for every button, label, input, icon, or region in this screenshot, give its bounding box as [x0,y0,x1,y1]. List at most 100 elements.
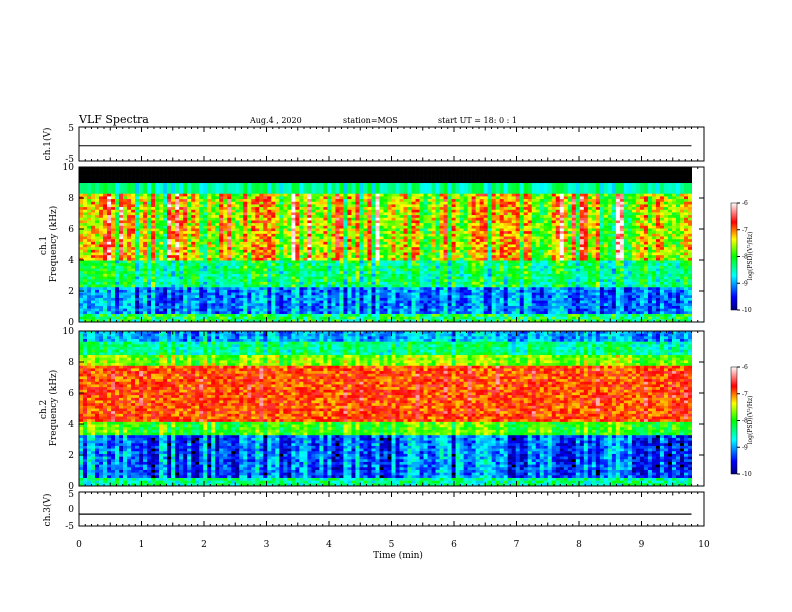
spectrogram-cell [339,305,344,309]
spectrogram-cell [187,201,192,205]
spectrogram-cell [259,223,264,227]
spectrogram-cell [399,185,404,189]
spectrogram-cell [87,303,92,307]
spectrogram-cell [83,276,88,280]
spectrogram-cell [171,305,176,309]
spectrogram-cell [387,247,392,251]
spectrogram-cell [167,252,172,256]
spectrogram-cell [143,236,148,240]
spectrogram-cell [415,231,420,235]
spectrogram-cell [295,244,300,248]
spectrogram-cell [151,191,156,195]
spectrogram-cell [339,177,344,181]
spectrogram-cell [95,292,100,296]
spectrogram-cell [203,263,208,267]
spectrogram-cell [395,273,400,277]
spectrogram-cell [279,284,284,288]
spectrogram-cell [379,220,384,224]
spectrogram-cell [323,209,328,213]
spectrogram-cell [83,249,88,253]
spectrogram-cell [351,236,356,240]
spectrogram-cell [299,183,304,186]
spectrogram-cell [351,209,356,213]
spectrogram-cell [239,271,244,275]
spectrogram-cell [119,284,124,288]
spectrogram-cell [103,273,108,277]
spectrogram-cell [131,313,136,317]
spectrogram-cell [199,300,204,304]
spectrogram-cell [227,311,232,315]
spectrogram-cell [327,257,332,261]
spectrogram-cell [263,247,268,251]
spectrogram-cell [331,263,336,267]
spectrogram-cell [391,276,396,280]
spectrogram-cell [291,244,296,248]
spectrogram-cell [319,319,324,323]
spectrogram-cell [187,209,192,213]
spectrogram-cell [343,281,348,285]
spectrogram-cell [411,204,416,208]
spectrogram-cell [323,244,328,248]
spectrogram-cell [159,207,164,211]
spectrogram-cell [167,300,172,304]
spectrogram-cell [239,265,244,269]
spectrogram-cell [371,180,376,184]
spectrogram-cell [363,289,368,293]
spectrogram-cell [375,319,380,323]
spectrogram-cell [395,308,400,312]
spectrogram-cell [407,297,412,301]
spectrogram-cell [223,220,228,224]
spectrogram-cell [419,287,424,291]
spectrogram-cell [379,281,384,285]
spectrogram-cell [175,233,180,237]
spectrogram-cell [311,295,316,299]
spectrogram-cell [255,241,260,245]
spectrogram-cell [339,268,344,272]
spectrogram-cell [203,193,208,197]
spectrogram-cell [251,169,256,173]
spectrogram-cell [167,225,172,229]
spectrogram-cell [215,185,220,189]
spectrogram-cell [327,241,332,245]
spectrogram-cell [255,201,260,205]
spectrogram-cell [167,257,172,261]
spectrogram-cell [271,169,276,173]
spectrogram-cell [135,204,140,208]
spectrogram-cell [231,252,236,256]
spectrogram-cell [195,183,200,186]
spectrogram-cell [291,233,296,237]
spectrogram-cell [135,191,140,195]
spectrogram-cell [119,177,124,181]
spectrogram-cell [127,193,132,197]
spectrogram-cell [83,196,88,200]
spectrogram-cell [387,255,392,259]
spectrogram-cell [315,185,320,189]
spectrogram-cell [259,241,264,245]
spectrogram-cell [363,209,368,213]
spectrogram-cell [327,196,332,200]
spectrogram-cell [359,265,364,269]
spectrogram-cell [343,199,348,203]
spectrogram-cell [87,220,92,224]
spectrogram-cell [319,268,324,272]
spectrogram-cell [387,169,392,173]
ch1-spectrogram-image [79,167,704,323]
spectrogram-cell [355,204,360,208]
spectrogram-cell [227,183,232,186]
spectrogram-cell [347,191,352,195]
spectrogram-cell [379,231,384,235]
spectrogram-cell [255,263,260,267]
spectrogram-cell [159,231,164,235]
spectrogram-cell [375,257,380,261]
spectrogram-cell [383,236,388,240]
spectrogram-cell [347,316,352,320]
spectrogram-cell [243,281,248,285]
spectrogram-cell [267,271,272,275]
spectrogram-cell [195,215,200,219]
spectrogram-cell [299,319,304,323]
spectrogram-cell [235,167,240,170]
spectrogram-cell [163,188,168,192]
spectrogram-cell [183,209,188,213]
spectrogram-cell [411,292,416,296]
spectrogram-cell [127,172,132,176]
